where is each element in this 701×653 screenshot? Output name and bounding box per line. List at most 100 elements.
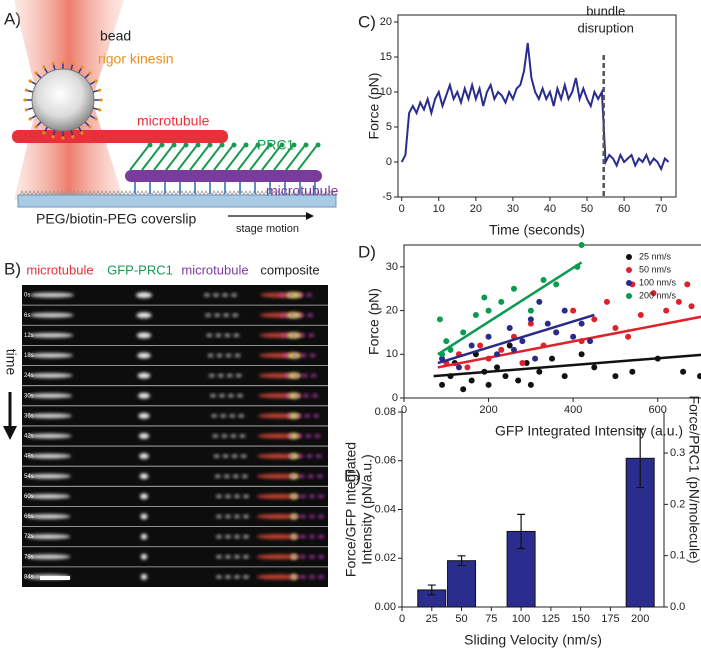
filament xyxy=(27,433,72,439)
filament-segment xyxy=(309,514,315,519)
point xyxy=(684,281,691,288)
filament-segment xyxy=(235,373,242,378)
prc1 xyxy=(237,143,259,171)
peg xyxy=(303,190,309,196)
filament-segment xyxy=(231,293,237,297)
kinesin-head xyxy=(51,135,55,139)
kinesin-head xyxy=(51,61,55,65)
prc1-spot xyxy=(139,473,149,480)
peg xyxy=(255,190,261,196)
filament-segment xyxy=(300,534,306,539)
filament-segment xyxy=(296,434,303,438)
y-axis-label: Force (pN) xyxy=(366,73,382,140)
filament xyxy=(256,554,301,560)
filament-segment xyxy=(304,414,311,418)
point xyxy=(498,346,505,353)
prc1 xyxy=(225,143,247,171)
filament-segment xyxy=(300,514,306,519)
peg xyxy=(43,190,49,196)
filament-segment xyxy=(300,353,307,358)
filament xyxy=(28,373,73,379)
annotation-text: bundle xyxy=(586,3,625,18)
point xyxy=(578,242,585,248)
point xyxy=(455,364,462,371)
filament xyxy=(28,393,73,399)
kinesin xyxy=(92,89,99,93)
kinesin xyxy=(52,64,56,71)
axis-frame xyxy=(403,244,701,399)
peg xyxy=(183,190,189,196)
filament-segment xyxy=(234,353,241,358)
filament-segment xyxy=(229,414,236,418)
filament-segment xyxy=(205,313,212,318)
filament-segment xyxy=(212,434,219,438)
y-tick-label: 10 xyxy=(386,348,398,360)
x-tick-label: 25 xyxy=(426,613,438,625)
filament-segment xyxy=(291,555,297,559)
filament-segment xyxy=(294,393,300,398)
filament-segment xyxy=(232,474,239,479)
peg xyxy=(271,190,277,196)
prc1 xyxy=(297,143,319,171)
kinesin xyxy=(43,67,49,74)
filament-segment xyxy=(243,514,249,519)
filament-segment xyxy=(221,434,228,438)
kinesin-head xyxy=(42,131,46,135)
prc1-head xyxy=(207,142,213,148)
filament-segment xyxy=(234,575,240,579)
filament xyxy=(256,473,301,479)
filament xyxy=(256,493,301,499)
kinesin-head xyxy=(24,88,28,92)
fit-line xyxy=(433,353,701,378)
peg xyxy=(219,190,225,196)
prc1-spot xyxy=(137,372,151,379)
frame-time: 12s xyxy=(24,333,34,339)
annotation-text: disruption xyxy=(578,20,634,35)
filament-segment xyxy=(234,534,240,539)
point xyxy=(527,320,534,327)
filament-segment xyxy=(220,414,227,418)
filament xyxy=(26,473,71,479)
point xyxy=(510,346,517,353)
point xyxy=(494,351,501,358)
y-tick-label: 0 xyxy=(392,392,398,404)
stage-arrowhead xyxy=(306,212,314,220)
x-tick-label: 20 xyxy=(470,203,482,215)
point xyxy=(675,298,682,305)
frame-time: 66s xyxy=(24,514,34,520)
filament-segment xyxy=(234,514,240,519)
peg xyxy=(35,190,41,196)
kinesin xyxy=(27,107,34,111)
prc1 xyxy=(189,143,211,171)
y-tick-label: 5 xyxy=(386,121,392,133)
y-tick-label: 0.00 xyxy=(375,601,396,613)
point xyxy=(587,338,594,345)
prc1-links xyxy=(129,142,321,171)
filament-segment xyxy=(216,575,222,579)
prc1-label: PRC1 xyxy=(257,137,295,153)
peg xyxy=(39,190,45,196)
filament-segment xyxy=(318,575,324,579)
x-tick-label: 0 xyxy=(399,613,405,625)
filament-segment xyxy=(280,313,287,318)
peg xyxy=(203,190,209,196)
peg xyxy=(119,190,125,196)
peg xyxy=(171,190,177,196)
filament-segment xyxy=(307,474,314,479)
kinesin-head xyxy=(34,71,38,75)
kinesin xyxy=(92,107,99,111)
frame-time: 48s xyxy=(24,454,34,460)
prc1-head xyxy=(231,142,237,148)
prc1 xyxy=(177,143,199,171)
panel-a: A) bead rigor kinesin microtubule PRC1 m… xyxy=(4,0,339,235)
peg xyxy=(327,190,333,196)
peg xyxy=(331,190,337,196)
peg xyxy=(291,190,297,196)
point xyxy=(637,311,644,318)
kinesin-ring xyxy=(23,60,103,140)
point xyxy=(561,373,568,380)
prc1-head xyxy=(291,142,297,148)
microtubule-top xyxy=(12,130,228,143)
point xyxy=(485,307,492,314)
filament-segment xyxy=(237,393,243,398)
